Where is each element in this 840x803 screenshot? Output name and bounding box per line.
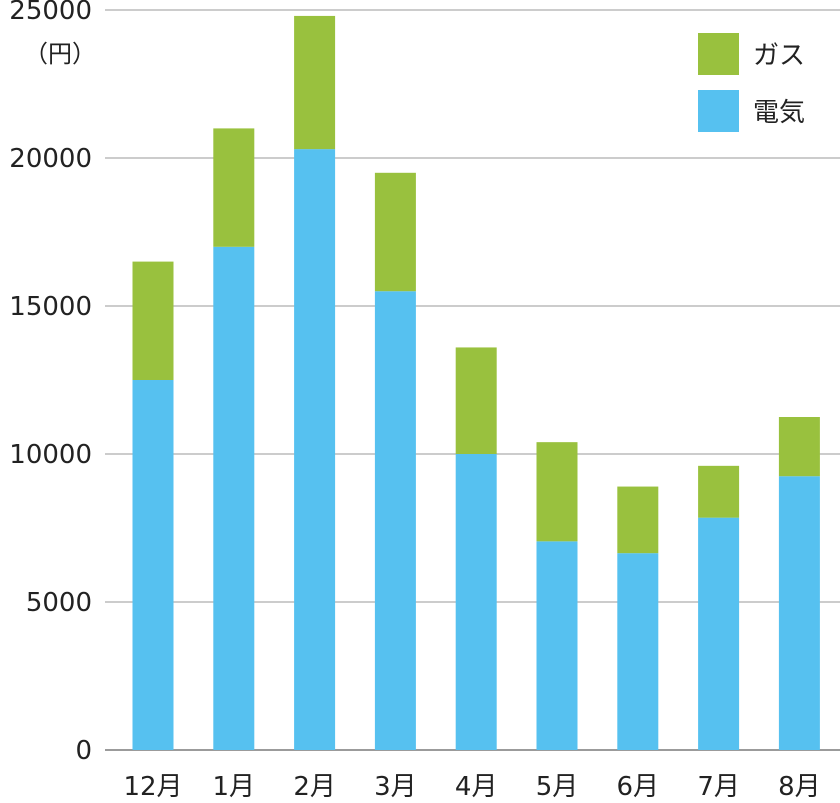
y-tick-label: 5000	[26, 588, 92, 618]
bar-segment-gas	[374, 172, 416, 292]
bar-segment-electricity	[536, 541, 578, 750]
legend-label: 電気	[753, 98, 805, 128]
y-tick-label: 10000	[9, 440, 92, 470]
y-tick-label: 25000	[9, 0, 92, 26]
bar-segment-gas	[536, 442, 578, 542]
bar-segment-electricity	[213, 246, 255, 751]
bar-segment-electricity	[778, 476, 820, 750]
legend-swatch	[698, 33, 739, 75]
x-tick-label: 1月	[213, 772, 256, 802]
bars	[132, 15, 820, 751]
bar-segment-electricity	[617, 553, 659, 750]
x-tick-label: 4月	[455, 772, 498, 802]
y-tick-label: 0	[75, 736, 92, 766]
bar-segment-electricity	[374, 291, 416, 750]
axes: 0 5000 10000 15000 20000 25000 12月 1月 2月 3月 4月 5月 6月…	[9, 0, 820, 802]
x-tick-label: 3月	[374, 772, 417, 802]
bar-segment-gas	[778, 417, 820, 477]
legend-swatch	[698, 90, 739, 132]
bar-segment-gas	[132, 261, 174, 380]
y-axis-unit-label: （円）	[24, 40, 96, 68]
x-tick-label: 6月	[617, 772, 660, 802]
bar-segment-gas	[455, 347, 497, 454]
x-tick-label: 7月	[697, 772, 740, 802]
bar-segment-gas	[213, 128, 255, 247]
bar-segment-gas	[294, 15, 336, 150]
x-tick-label: 8月	[778, 772, 821, 802]
y-tick-label: 20000	[9, 144, 92, 174]
legend-label: ガス	[753, 41, 805, 71]
bar-segment-electricity	[698, 517, 740, 750]
bar-segment-gas	[698, 465, 740, 518]
y-tick-label: 15000	[9, 292, 92, 322]
x-tick-label: 12月	[123, 772, 182, 802]
bar-segment-electricity	[294, 149, 336, 750]
bar-segment-electricity	[132, 380, 174, 750]
x-tick-label: 2月	[293, 772, 336, 802]
bar-segment-electricity	[455, 454, 497, 750]
bar-segment-gas	[617, 486, 659, 554]
x-tick-label: 5月	[536, 772, 579, 802]
